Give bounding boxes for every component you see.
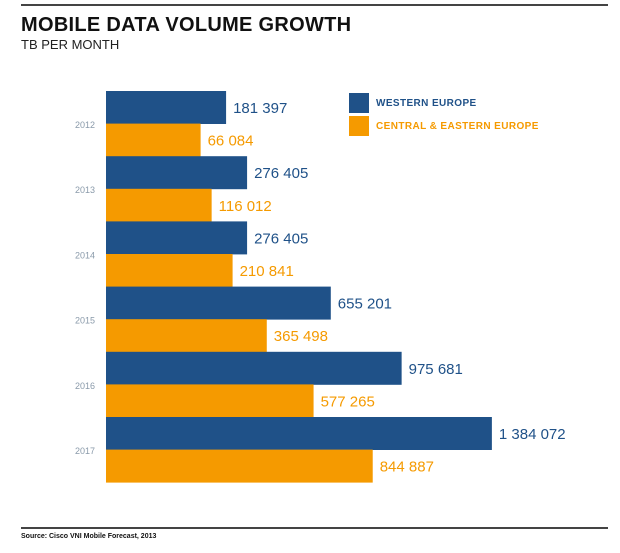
data-label: 276 405 [254,165,308,182]
data-label: 365 498 [274,328,328,345]
bar-central-eastern-2016 [106,384,314,418]
source-note: Source: Cisco VNI Mobile Forecast, 2013 [21,533,157,540]
top-rule [21,4,608,6]
legend-label-central-eastern: CENTRAL & EASTERN EUROPE [376,121,539,132]
bar-central-eastern-2017 [106,449,373,483]
legend-label-western: WESTERN EUROPE [376,98,477,109]
data-label: 181 397 [233,100,287,117]
data-label: 844 887 [380,459,434,476]
bar-central-eastern-2013 [106,188,212,222]
legend-swatch-central-eastern [349,116,369,136]
data-label: 975 681 [409,361,463,378]
bar-central-eastern-2012 [106,123,201,157]
bar-western-2014 [106,221,248,255]
bar-western-2016 [106,351,402,385]
chart-subtitle: TB PER MONTH [21,37,120,52]
year-label: 2012 [75,120,95,130]
bar-western-2015 [106,286,331,320]
data-label: 276 405 [254,230,308,247]
chart-title: MOBILE DATA VOLUME GROWTH [21,14,352,36]
year-label: 2013 [75,185,95,195]
data-label: 210 841 [240,263,294,280]
data-label: 655 201 [338,296,392,313]
bar-western-2012 [106,91,227,124]
year-label: 2017 [75,446,95,456]
data-label: 66 084 [208,133,254,150]
legend-swatch-western [349,93,369,113]
bar-western-2013 [106,156,248,190]
bar-western-2017 [106,417,492,450]
data-label: 116 012 [219,198,272,215]
data-label: 577 265 [321,393,375,410]
data-label: 1 384 072 [499,426,566,443]
year-label: 2016 [75,381,95,391]
year-label: 2014 [75,250,95,260]
bottom-rule [21,527,608,529]
bar-central-eastern-2015 [106,319,267,353]
year-label: 2015 [75,316,95,326]
bar-central-eastern-2014 [106,254,233,287]
